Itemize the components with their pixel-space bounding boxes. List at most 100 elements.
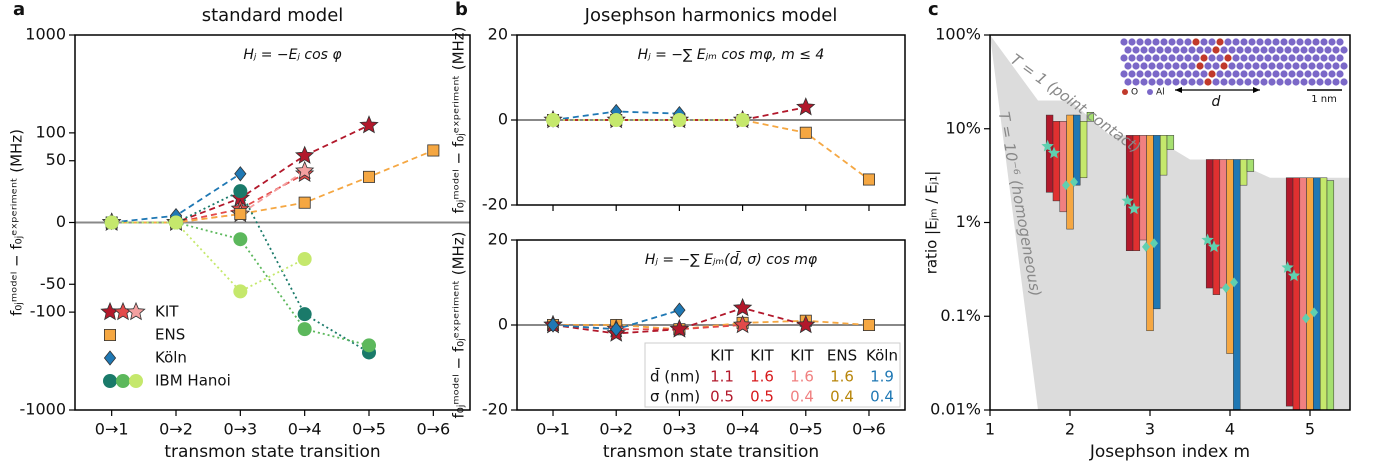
circle-marker (297, 251, 312, 266)
y-tick-label: 0 (56, 212, 66, 231)
equation: Hⱼ = −∑ Eⱼₘ(d̄, σ) cos mφ (645, 250, 818, 268)
legend-label: ENS (155, 326, 185, 344)
diamond-marker (1222, 283, 1230, 294)
star-marker (1207, 240, 1221, 253)
y-tick-label: 10% (945, 118, 981, 137)
y-tick-label: 100 (35, 122, 66, 141)
inset-atom (1240, 38, 1248, 46)
inset-atom (1164, 62, 1172, 70)
y-tick-label: 1% (956, 212, 981, 231)
star-marker (796, 97, 816, 116)
inset-atom (1284, 46, 1292, 54)
table-cell: 1.1 (710, 368, 734, 386)
inset-atom (1312, 54, 1320, 62)
inset-atom (1232, 54, 1240, 62)
inset-atom (1124, 46, 1132, 54)
inset-atom (1268, 62, 1276, 70)
plot-frame (516, 239, 906, 411)
inset-atom (1156, 78, 1164, 86)
table-cell: 0.4 (830, 388, 854, 406)
x-tick-label: 0→1 (95, 420, 129, 439)
inset-atom (1168, 38, 1176, 46)
inset-atom (1288, 70, 1296, 78)
inset-atom (1220, 46, 1228, 54)
circle-marker (129, 374, 143, 388)
series-line (553, 119, 870, 181)
inset-atom (1284, 62, 1292, 70)
inset-atom (1244, 62, 1252, 70)
inset-atom (1152, 54, 1160, 62)
x-tick-label: 0→4 (726, 420, 760, 439)
star-marker (1041, 139, 1054, 152)
inset-atom (1184, 54, 1192, 62)
plot-frame (989, 34, 1351, 411)
inset-atom (1216, 54, 1224, 62)
inset-atom (1120, 38, 1128, 46)
range-bar (1086, 111, 1095, 122)
inset-atom (1248, 54, 1256, 62)
inset-atom (1260, 46, 1268, 54)
inset-atom (1184, 70, 1192, 78)
panel-label: c (928, 0, 939, 20)
circle-marker (546, 113, 561, 127)
range-bar (1205, 159, 1214, 289)
inset-atom (1164, 78, 1172, 86)
inset-atom (1276, 46, 1284, 54)
star-marker (359, 115, 379, 134)
inset-atom (1128, 38, 1136, 46)
inset-atom (1316, 62, 1324, 70)
inset-atom (1280, 54, 1288, 62)
table-header: KIT (750, 347, 774, 365)
y-tick-label: -50 (40, 274, 66, 293)
inset-atom (1164, 46, 1172, 54)
inset-atom (1320, 54, 1328, 62)
y-axis-label: f₀ⱼᵐᵒᵈᵉˡ − f₀ⱼᵉˣᵖᵉʳⁱᵐᵉⁿᵗ (MHz) (450, 231, 468, 418)
inset-atom (1288, 38, 1296, 46)
diamond-marker (1302, 313, 1310, 324)
x-tick-label: 0→3 (663, 420, 697, 439)
inset-key-o (1122, 89, 1128, 95)
x-axis-label: transmon state transition (603, 442, 819, 462)
inset-atom (1124, 62, 1132, 70)
diamond-marker (673, 302, 686, 318)
inset-atom (1292, 46, 1300, 54)
inset-atom (1208, 38, 1216, 46)
inset-atom (1148, 62, 1156, 70)
x-tick-label: 0→2 (599, 420, 633, 439)
inset-atom (1316, 78, 1324, 86)
square-marker (298, 196, 311, 209)
x-tick-label: 0→3 (223, 420, 257, 439)
inset-atom (1260, 78, 1268, 86)
inset-atom (1288, 54, 1296, 62)
range-bar (1066, 114, 1074, 230)
inset-atom (1192, 54, 1200, 62)
inset-atom (1152, 38, 1160, 46)
x-tick-label: 0→6 (852, 420, 886, 439)
table-cell: 1.6 (750, 368, 774, 386)
inset-atom (1188, 62, 1196, 70)
inset-atom (1248, 38, 1256, 46)
circle-marker (103, 374, 117, 388)
square-marker (799, 126, 812, 139)
inset-atom (1128, 70, 1136, 78)
diamond-marker (1230, 277, 1238, 288)
inset-atom (1328, 38, 1336, 46)
inset-atom (1196, 62, 1204, 70)
panel-title: Josephson harmonics model (584, 5, 838, 26)
star-marker (1047, 146, 1061, 159)
inset-atom (1200, 54, 1208, 62)
inset-atom (1232, 70, 1240, 78)
diamond-marker (1062, 180, 1070, 191)
inset-atom (1308, 46, 1316, 54)
y-tick-label: -1000 (20, 400, 67, 419)
inset-atom (1120, 70, 1128, 78)
inset-atom (1208, 70, 1216, 78)
annotation: d (1212, 94, 1221, 110)
inset-atom (1140, 62, 1148, 70)
x-tick-label: 2 (1065, 420, 1075, 439)
square-marker (234, 207, 247, 220)
table-header: ENS (827, 347, 857, 365)
inset-atom (1152, 70, 1160, 78)
series-line (553, 106, 806, 121)
x-tick-label: 1 (985, 420, 995, 439)
